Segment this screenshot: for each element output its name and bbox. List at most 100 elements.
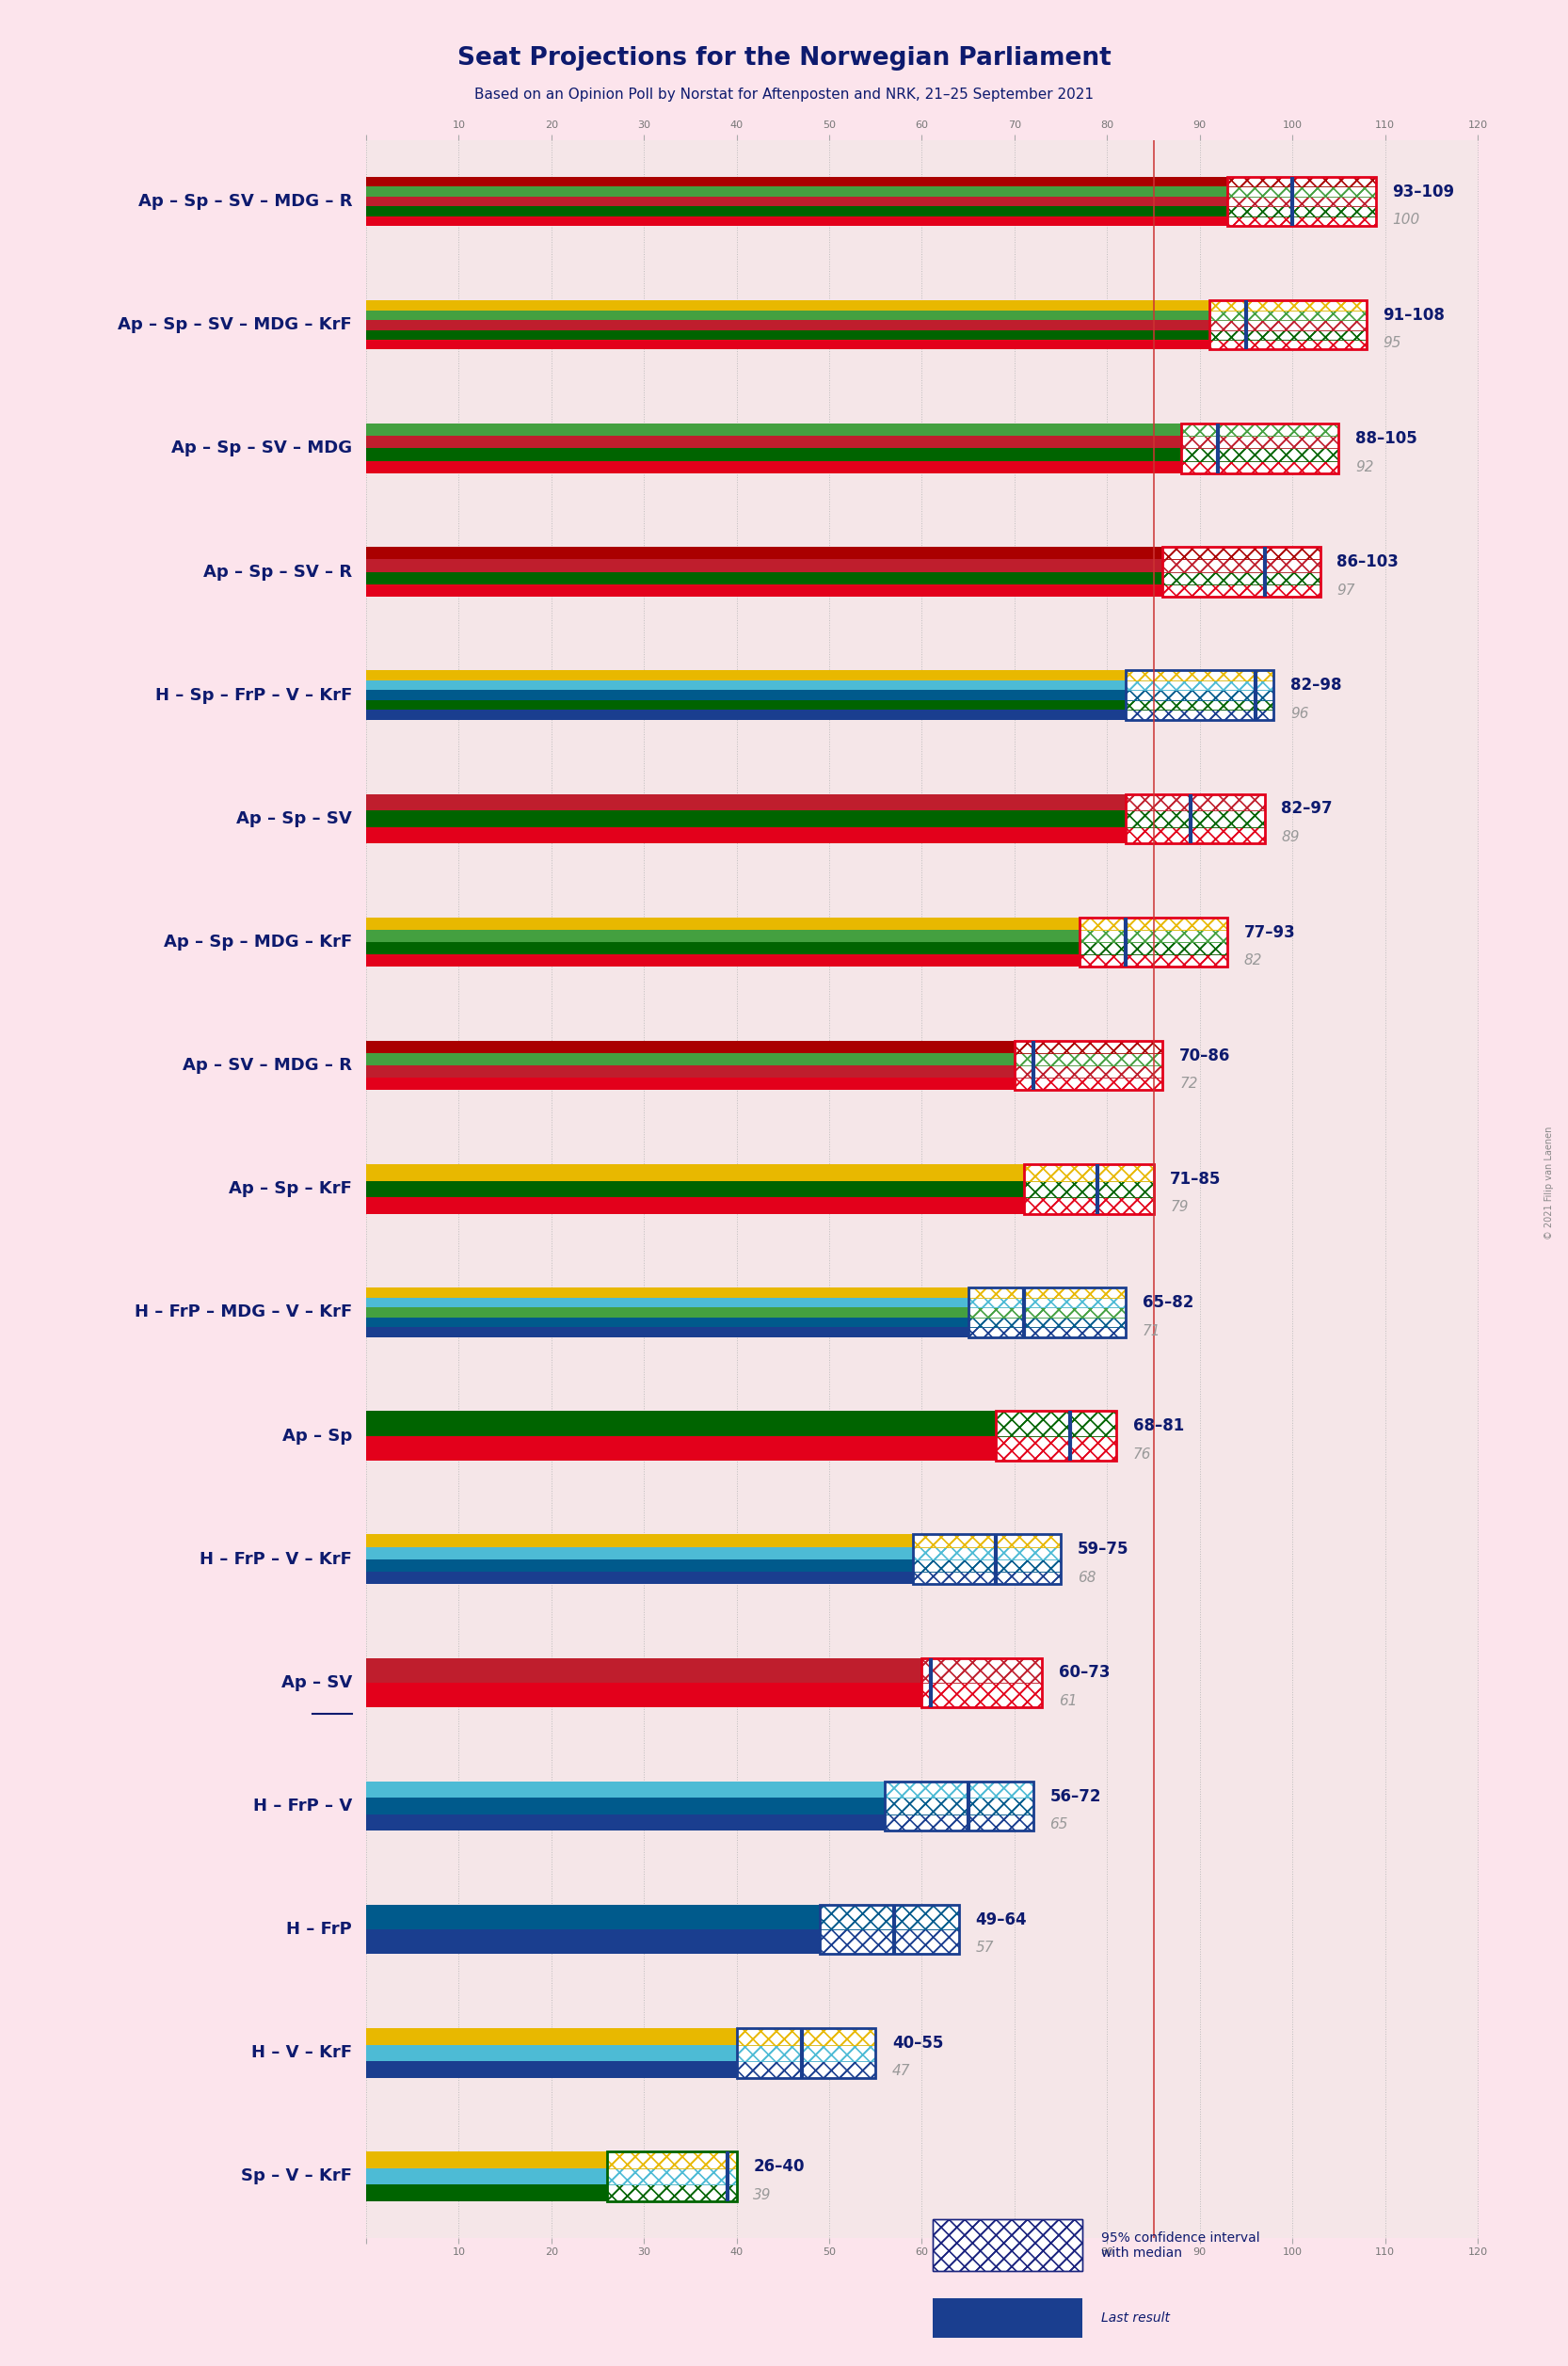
- Bar: [1163, 573, 1320, 584]
- Bar: [365, 1410, 996, 1436]
- Bar: [365, 1327, 967, 1337]
- Text: Based on an Opinion Poll by Norstat for Aftenposten and NRK, 21–25 September 202: Based on an Opinion Poll by Norstat for …: [475, 88, 1093, 102]
- Text: 96: 96: [1290, 707, 1309, 722]
- Bar: [365, 953, 1079, 968]
- Bar: [365, 558, 1163, 573]
- Bar: [913, 1571, 1062, 1583]
- Text: H – Sp – FrP – V – KrF: H – Sp – FrP – V – KrF: [155, 686, 353, 703]
- Text: 97: 97: [1338, 584, 1355, 596]
- Text: 70–86: 70–86: [1179, 1048, 1231, 1065]
- Bar: [1163, 558, 1320, 573]
- Text: 57: 57: [975, 1940, 994, 1954]
- Bar: [365, 1571, 913, 1583]
- Bar: [365, 196, 1228, 206]
- Bar: [365, 2061, 737, 2077]
- Bar: [996, 1410, 1116, 1436]
- Bar: [607, 2184, 737, 2200]
- Bar: [967, 1287, 1126, 1297]
- Bar: [365, 300, 1209, 310]
- Bar: [1126, 795, 1264, 812]
- Text: 61: 61: [1058, 1694, 1077, 1708]
- Bar: [1126, 691, 1273, 700]
- Bar: [1126, 826, 1264, 842]
- Bar: [922, 1682, 1043, 1708]
- Bar: [1024, 1164, 1154, 1181]
- Bar: [365, 319, 1209, 329]
- Bar: [922, 1659, 1043, 1682]
- Bar: [820, 1905, 960, 1928]
- Text: 39: 39: [753, 2189, 771, 2203]
- Bar: [1209, 329, 1366, 341]
- Bar: [365, 1798, 884, 1815]
- Bar: [737, 2044, 875, 2061]
- Bar: [820, 1905, 960, 1928]
- Text: 89: 89: [1281, 830, 1300, 845]
- Bar: [1079, 930, 1228, 942]
- Text: Ap – SV – MDG – R: Ap – SV – MDG – R: [183, 1058, 353, 1074]
- Text: 56–72: 56–72: [1049, 1789, 1101, 1805]
- Bar: [1163, 547, 1320, 596]
- Bar: [1228, 196, 1375, 206]
- Bar: [820, 1905, 960, 1954]
- Text: 49–64: 49–64: [975, 1912, 1027, 1928]
- Bar: [1181, 450, 1339, 461]
- Bar: [365, 450, 1181, 461]
- Text: 76: 76: [1134, 1448, 1151, 1462]
- Bar: [967, 1297, 1126, 1308]
- Bar: [607, 2167, 737, 2184]
- Bar: [1014, 1041, 1163, 1091]
- Bar: [365, 2044, 737, 2061]
- Text: H – FrP – V: H – FrP – V: [252, 1798, 353, 1815]
- Bar: [1014, 1041, 1163, 1053]
- Bar: [365, 1659, 922, 1682]
- Text: 65–82: 65–82: [1143, 1294, 1193, 1311]
- Text: 40–55: 40–55: [892, 2035, 944, 2051]
- Bar: [365, 547, 1163, 558]
- Bar: [1209, 319, 1366, 329]
- Bar: [365, 795, 1126, 812]
- Bar: [884, 1798, 1033, 1815]
- Text: 86–103: 86–103: [1338, 554, 1399, 570]
- Bar: [913, 1536, 1062, 1583]
- Bar: [1126, 700, 1273, 710]
- Bar: [1014, 1079, 1163, 1091]
- Text: 88–105: 88–105: [1355, 431, 1417, 447]
- Bar: [365, 584, 1163, 596]
- Text: 71: 71: [1143, 1325, 1160, 1337]
- Bar: [967, 1308, 1126, 1318]
- Bar: [365, 1559, 913, 1571]
- Text: 71–85: 71–85: [1170, 1171, 1221, 1188]
- Bar: [967, 1308, 1126, 1318]
- Bar: [1209, 341, 1366, 350]
- Bar: [913, 1547, 1062, 1559]
- Bar: [967, 1327, 1126, 1337]
- Bar: [1163, 584, 1320, 596]
- Bar: [365, 1318, 967, 1327]
- Bar: [737, 2061, 875, 2077]
- Text: 100: 100: [1392, 213, 1421, 227]
- Bar: [913, 1559, 1062, 1571]
- Bar: [1209, 319, 1366, 329]
- Bar: [1228, 206, 1375, 215]
- Bar: [913, 1547, 1062, 1559]
- Bar: [365, 1928, 820, 1954]
- Bar: [1228, 206, 1375, 215]
- Bar: [967, 1297, 1126, 1308]
- Bar: [365, 691, 1126, 700]
- Bar: [1163, 547, 1320, 558]
- Text: Seat Projections for the Norwegian Parliament: Seat Projections for the Norwegian Parli…: [456, 47, 1112, 71]
- Bar: [365, 187, 1228, 196]
- Text: 93–109: 93–109: [1392, 182, 1455, 201]
- Bar: [1079, 930, 1228, 942]
- Bar: [1228, 187, 1375, 196]
- Bar: [967, 1327, 1126, 1337]
- Bar: [1024, 1164, 1154, 1214]
- Bar: [913, 1536, 1062, 1547]
- Bar: [1126, 681, 1273, 691]
- Bar: [1181, 450, 1339, 461]
- Text: Ap – Sp: Ap – Sp: [282, 1427, 353, 1443]
- Text: Ap – Sp – KrF: Ap – Sp – KrF: [229, 1181, 353, 1197]
- Bar: [737, 2028, 875, 2044]
- Text: H – V – KrF: H – V – KrF: [251, 2044, 353, 2061]
- Bar: [1228, 215, 1375, 227]
